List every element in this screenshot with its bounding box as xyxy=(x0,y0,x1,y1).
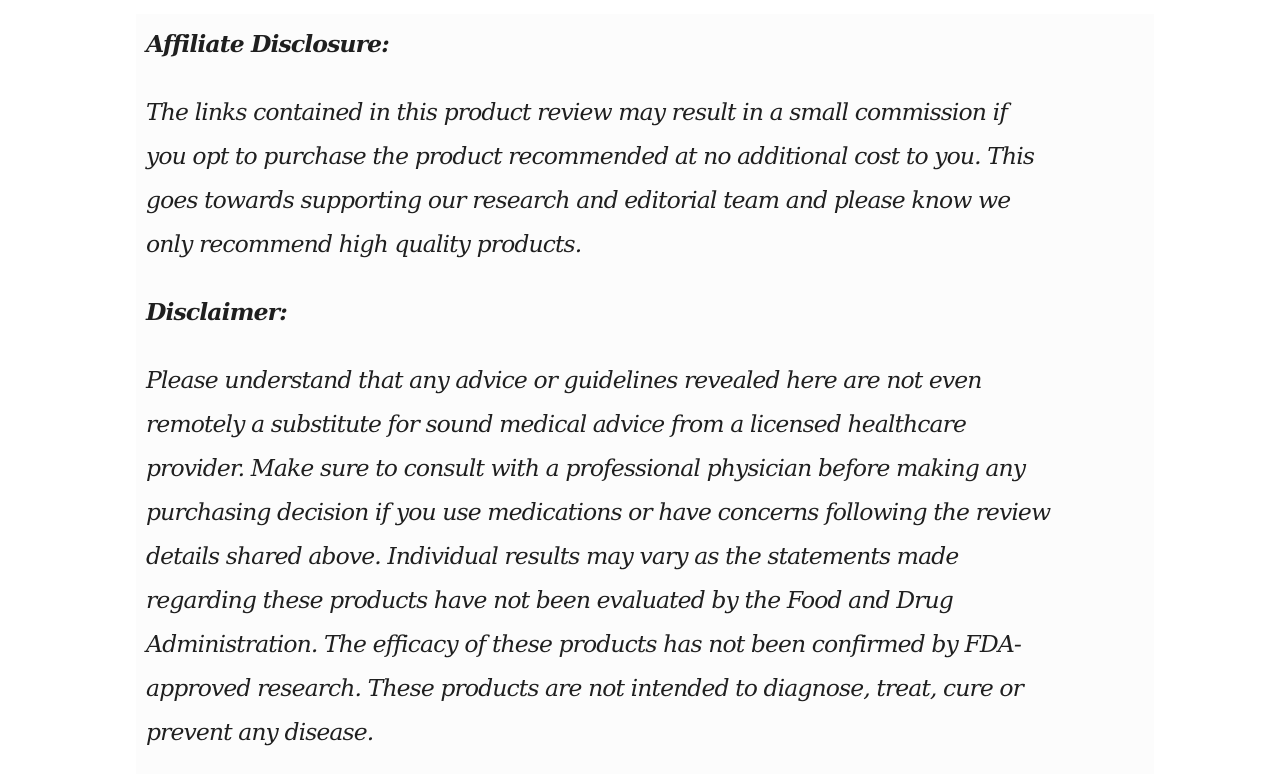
disclaimer-heading: Disclaimer: xyxy=(146,298,288,326)
text-line: Please understand that any advice or gui… xyxy=(146,366,982,394)
text-line: you opt to purchase the product recommen… xyxy=(146,142,1035,170)
disclaimer-text: Please understand that any advice or gui… xyxy=(146,358,1156,754)
disclosure-content: Affiliate Disclosure: The links containe… xyxy=(146,22,1156,754)
text-line: approved research. These products are no… xyxy=(146,674,1024,702)
text-line: The links contained in this product revi… xyxy=(146,98,1008,126)
affiliate-disclosure-text: The links contained in this product revi… xyxy=(146,90,1156,266)
text-line: Administration. The efficacy of these pr… xyxy=(146,630,1022,658)
text-line: only recommend high quality products. xyxy=(146,230,582,258)
text-line: purchasing decision if you use medicatio… xyxy=(146,498,1051,526)
text-line: regarding these products have not been e… xyxy=(146,586,954,614)
text-line: provider. Make sure to consult with a pr… xyxy=(146,454,1026,482)
disclosure-box xyxy=(136,14,1154,774)
text-line: remotely a substitute for sound medical … xyxy=(146,410,967,438)
text-line: goes towards supporting our research and… xyxy=(146,186,1011,214)
text-line: details shared above. Individual results… xyxy=(146,542,959,570)
text-line: prevent any disease. xyxy=(146,718,374,746)
affiliate-disclosure-heading: Affiliate Disclosure: xyxy=(146,30,390,58)
